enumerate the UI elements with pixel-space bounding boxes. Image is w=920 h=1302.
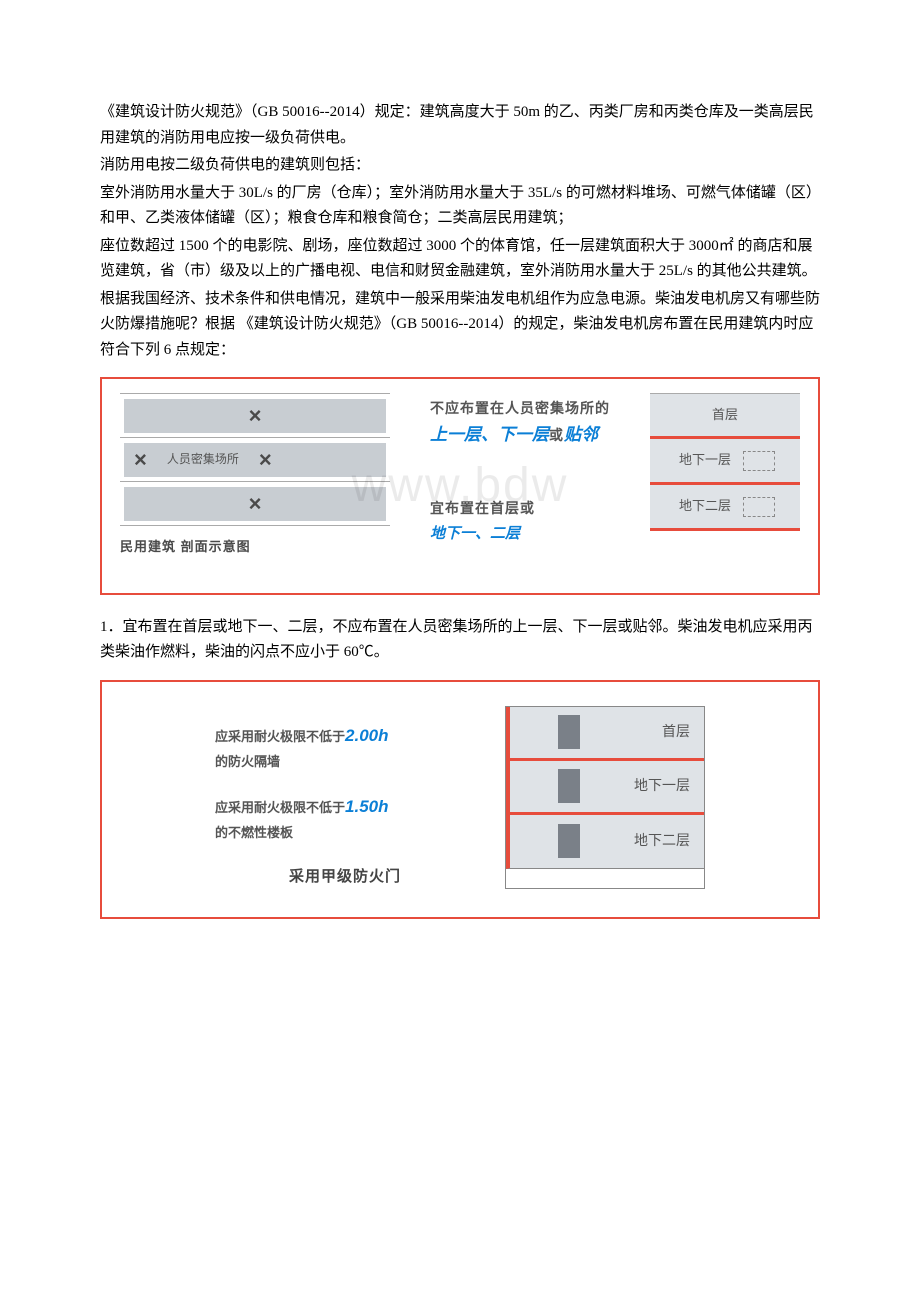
floor-upper: × <box>120 394 390 438</box>
right-floor-b1: 地下一层 <box>650 439 800 485</box>
d2-building-section: 首层 地下一层 地下二层 <box>505 706 705 889</box>
slab-limit-blue: 1.50h <box>345 797 388 816</box>
x-mark-icon: × <box>259 441 272 478</box>
paragraph-2: 消防用电按二级负荷供电的建筑则包括： <box>100 153 820 179</box>
generator-room-icon <box>558 769 580 803</box>
dashed-room-icon <box>743 497 775 517</box>
label-not-adjacent-gray: 不应布置在人员密集场所的 <box>430 397 610 421</box>
diagram-placement-rules: × × 人员密集场所 × × 民用建筑 剖面示意图 <box>100 377 820 595</box>
paragraph-4: 座位数超过 1500 个的电影院、剧场，座位数超过 3000 个的体育馆，任一层… <box>100 234 820 285</box>
x-mark-icon: × <box>134 441 147 478</box>
d2-floor-label: 首层 <box>662 720 690 744</box>
paragraph-6: 1．宜布置在首层或地下一、二层，不应布置在人员密集场所的上一层、下一层或贴邻。柴… <box>100 615 820 666</box>
d2-floor-label: 地下二层 <box>634 829 690 853</box>
slab-limit-gray: 应采用耐火极限不低于 <box>215 800 345 815</box>
d2-annotations: 应采用耐火极限不低于2.00h 的防火隔墙 应采用耐火极限不低于1.50h 的不… <box>215 706 475 889</box>
wall-limit-blue: 2.00h <box>345 726 388 745</box>
paragraph-1: 《建筑设计防火规范》（GB 50016--2014）规定：建筑高度大于 50m … <box>100 100 820 151</box>
generator-room-icon <box>558 824 580 858</box>
right-floor-label: 首层 <box>708 404 742 426</box>
left-building-section: × × 人员密集场所 × × 民用建筑 剖面示意图 <box>120 393 390 558</box>
paragraph-3: 室外消防用水量大于 30L/s 的厂房（仓库）；室外消防用水量大于 35L/s … <box>100 181 820 232</box>
floor-lower: × <box>120 482 390 526</box>
x-mark-icon: × <box>249 397 262 434</box>
label-place-gray: 宜布置在首层或 <box>430 500 535 516</box>
wall-desc: 的防火隔墙 <box>215 751 475 773</box>
dashed-room-icon <box>743 451 775 471</box>
label-adjacent-blue: 贴邻 <box>564 425 598 444</box>
d2-floor-label: 地下一层 <box>634 774 690 798</box>
diagram-fire-separation: 应采用耐火极限不低于2.00h 的防火隔墙 应采用耐火极限不低于1.50h 的不… <box>100 680 820 919</box>
label-or: 或 <box>549 427 564 443</box>
right-floor-label: 地下二层 <box>675 495 735 517</box>
right-floor-1: 首层 <box>650 393 800 439</box>
slab-desc: 的不燃性楼板 <box>215 822 475 844</box>
floor-crowd: × 人员密集场所 × <box>120 438 390 482</box>
fire-door-label: 采用甲级防火门 <box>215 864 475 890</box>
label-place-blue: 地下一、二层 <box>430 525 520 542</box>
right-floor-b2: 地下二层 <box>650 485 800 531</box>
x-mark-icon: × <box>249 485 262 522</box>
right-building-section: 首层 地下一层 地下二层 <box>650 393 800 531</box>
center-annotations: 不应布置在人员密集场所的 上一层、下一层或贴邻 宜布置在首层或 地下一、二层 <box>430 393 610 575</box>
generator-room-icon <box>558 715 580 749</box>
wall-limit-gray: 应采用耐火极限不低于 <box>215 729 345 744</box>
paragraph-5: 根据我国经济、技术条件和供电情况，建筑中一般采用柴油发电机组作为应急电源。柴油发… <box>100 287 820 364</box>
diagram-caption: 民用建筑 剖面示意图 <box>120 536 390 558</box>
d2-floor-1: 首层 <box>506 707 704 761</box>
right-floor-label: 地下一层 <box>675 449 735 471</box>
d2-floor-b1: 地下一层 <box>506 761 704 815</box>
label-not-adjacent-blue: 上一层、下一层 <box>430 425 549 444</box>
d2-floor-b2: 地下二层 <box>506 815 704 869</box>
crowd-room-label: 人员密集场所 <box>167 449 239 469</box>
